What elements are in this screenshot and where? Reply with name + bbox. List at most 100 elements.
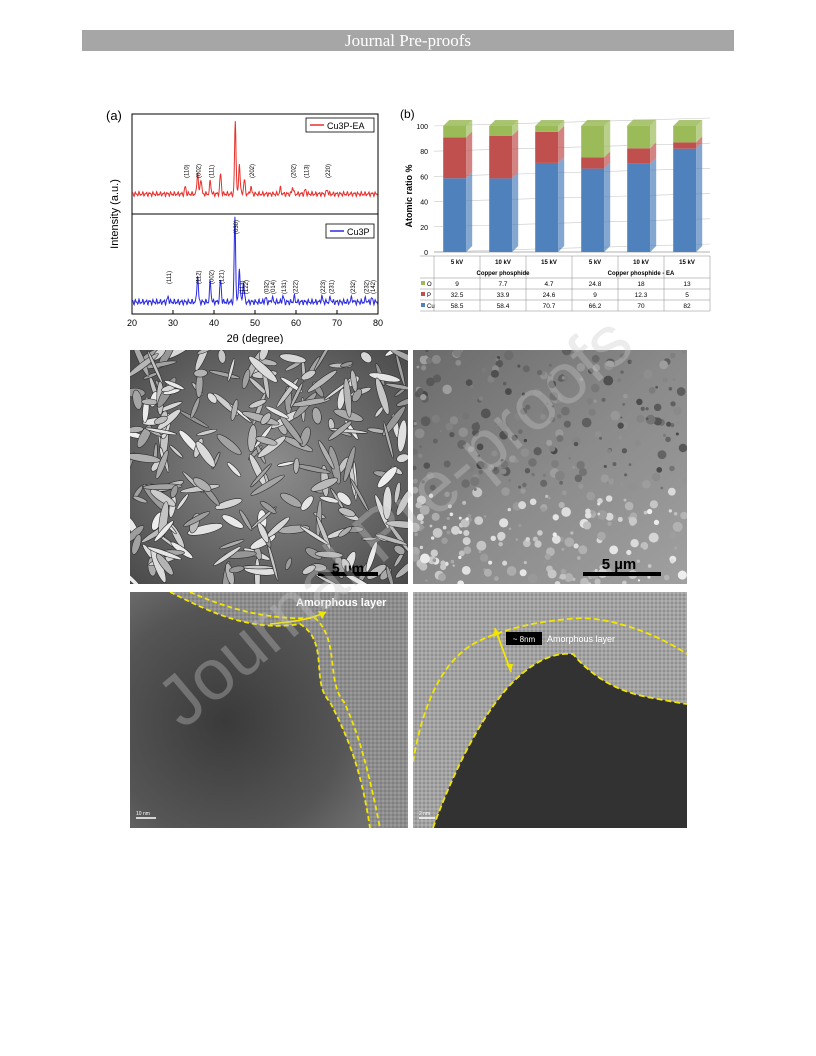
tem-image-left: Amorphous layer 10 nm — [130, 592, 408, 828]
xrd-line-cu3p — [131, 216, 379, 307]
xrd-bottom-peak-label: (113) — [240, 280, 246, 294]
tem-right-graphic: ~ 8nm Amorphous layer 2 nm — [413, 592, 687, 828]
bar-segment-o — [581, 126, 605, 158]
sem-right-scale: 5 µm — [602, 556, 637, 573]
bar-side-cu — [650, 157, 657, 252]
bar-side-p — [604, 151, 611, 169]
xrd-top-peak-label: (002) — [197, 164, 203, 178]
bar-category-label: 15 kV — [679, 260, 695, 266]
xrd-bottom-peak-label: (030) — [234, 220, 240, 234]
bar-segment-p — [673, 142, 697, 149]
xrd-chart: (a) Intensity (a.u.) 20 30 40 50 60 70 80 2θ (… — [106, 108, 383, 344]
bar-top — [489, 120, 519, 126]
xrd-peak-labels: (110) (002) (111) (202) (202) (113) (220) (111)… — [167, 164, 377, 294]
xrd-xticks: 20 30 40 50 60 70 80 — [127, 310, 383, 328]
table-cell: 24.8 — [589, 281, 602, 288]
xrd-panel: (a) Intensity (a.u.) 20 30 40 50 60 70 80 2θ (… — [104, 106, 390, 344]
tem-right-scale: 2 nm — [419, 811, 430, 817]
sem-right-graphic: 5 µm — [413, 350, 687, 584]
sem-flake-texture — [130, 350, 408, 584]
tem-right-annotation: Amorphous layer — [547, 634, 615, 644]
table-cell: 82 — [683, 303, 691, 310]
bar-ylabel: Atomic ratio % — [404, 164, 414, 227]
bar-segment-cu — [581, 168, 605, 252]
xrd-bottom-peak-label: (142) — [371, 280, 377, 294]
bar-top — [581, 120, 611, 126]
xrd-top-peak-label: (110) — [184, 164, 190, 178]
top-legend-label: Cu3P-EA — [327, 121, 365, 131]
bar-series — [443, 119, 703, 252]
data-table: 5 kV 10 kV 15 kV 5 kV 10 kV 15 kV Copper phosp… — [420, 255, 711, 312]
bar-category-label: 5 kV — [451, 260, 463, 266]
xrd-xtick-label: 60 — [291, 318, 301, 328]
bar-top — [535, 120, 565, 126]
bar-side-p — [696, 136, 703, 149]
journal-header: Journal Pre-proofs — [82, 30, 734, 51]
table-cell: 9 — [455, 281, 459, 288]
bar-side-o — [696, 120, 703, 143]
bar-gridline — [433, 168, 711, 177]
xrd-xlabel: 2θ (degree) — [227, 333, 284, 344]
bar-side-cu — [512, 172, 519, 252]
tem-image-right: ~ 8nm Amorphous layer 2 nm — [413, 592, 687, 828]
table-cell: 58.5 — [451, 303, 464, 310]
bar-ytick-label: 80 — [420, 149, 428, 156]
legend-swatch-o — [421, 281, 425, 285]
bar-side-cu — [558, 156, 565, 252]
bar-segment-o — [535, 126, 559, 132]
xrd-bottom-peak-label: (122) — [244, 280, 250, 294]
table-cell: 5 — [685, 292, 689, 299]
bar-ytick-label: 100 — [416, 124, 428, 131]
xrd-series — [131, 121, 379, 307]
bar-segment-o — [443, 126, 467, 138]
tem-right-thickness: ~ 8nm — [513, 635, 536, 644]
bar-ytick-label: 40 — [420, 200, 428, 207]
table-cell: 70.7 — [543, 303, 556, 310]
xrd-bottom-peak-label: (002) — [209, 270, 215, 284]
xrd-bottom-peak-label: (131) — [282, 280, 288, 294]
bar-gridline — [433, 218, 711, 228]
table-cell: 12.3 — [635, 292, 648, 299]
xrd-ylabel: Intensity (a.u.) — [109, 179, 121, 249]
bar-side-p — [558, 125, 565, 163]
bar-segment-p — [489, 135, 513, 179]
table-cell: 70 — [637, 303, 645, 310]
xrd-bottom-peak-label: (232) — [351, 280, 357, 294]
sem-grain-texture — [413, 350, 687, 584]
bar-side-cu — [466, 172, 473, 252]
bar-segment-p — [627, 148, 651, 164]
table-cell: 13 — [683, 281, 691, 288]
bar-category-label: 10 kV — [633, 260, 649, 266]
xrd-top-peak-label: (202) — [292, 164, 298, 178]
xrd-bottom-peak-label: (121) — [220, 270, 226, 284]
xrd-bottom-peak-label: (111) — [167, 271, 173, 284]
bar-segment-cu — [627, 163, 651, 252]
bar-side-o — [512, 120, 519, 136]
bar-side-o — [558, 120, 565, 132]
bar-category-label: 5 kV — [589, 260, 601, 266]
table-cell: 32.5 — [451, 292, 464, 299]
xrd-bottom-peak-label: (222) — [293, 280, 299, 294]
bar-segment-cu — [673, 148, 697, 252]
legend-label-cu: Cu — [427, 304, 435, 310]
xrd-bottom-peak-label: (232) — [365, 280, 371, 294]
xrd-bottom-peak-label: (112) — [197, 270, 203, 284]
bar-side-cu — [604, 162, 611, 252]
legend-swatch-p — [421, 292, 425, 296]
bar-group-label: Copper phosphide - EA — [608, 271, 675, 277]
bar-side-cu — [696, 142, 703, 252]
bar-ytick-label: 60 — [420, 174, 428, 181]
bar-gridline — [433, 117, 711, 127]
xrd-top-peak-label: (220) — [326, 164, 332, 178]
xrd-xtick-label: 30 — [168, 318, 178, 328]
legend-label-p: P — [427, 293, 431, 299]
table-cell: 24.6 — [543, 292, 556, 299]
xrd-top-peak-label: (202) — [250, 164, 256, 178]
bar-side-o — [650, 119, 657, 149]
xrd-xtick-label: 70 — [332, 318, 342, 328]
xrd-bottom-peak-label: (014) — [271, 280, 277, 294]
table-cell: 7.7 — [498, 281, 507, 288]
panel-b-label: (b) — [400, 107, 415, 121]
composition-chart: (b) Atomic ratio % 0 20 40 60 80 100 5 kV 10 k… — [400, 107, 711, 312]
bottom-legend-box — [325, 223, 375, 239]
